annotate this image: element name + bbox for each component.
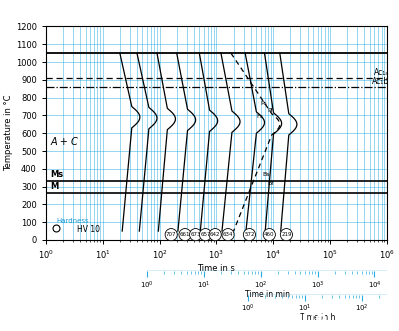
Text: Ac₁b: Ac₁b xyxy=(372,76,389,85)
Text: Time in h: Time in h xyxy=(300,313,335,322)
Text: Bs: Bs xyxy=(263,172,270,177)
Text: Time Temperature Transformation: Time Temperature Transformation xyxy=(34,307,365,326)
Text: A + C: A + C xyxy=(50,137,78,147)
Text: HV 10: HV 10 xyxy=(77,225,100,234)
Text: Bf: Bf xyxy=(268,181,274,186)
Text: Ps: Ps xyxy=(261,101,267,106)
Text: 10$^4$: 10$^4$ xyxy=(367,279,381,291)
Text: 10$^2$: 10$^2$ xyxy=(254,279,267,291)
Text: Pf: Pf xyxy=(268,108,274,113)
Text: 634: 634 xyxy=(223,232,233,237)
Y-axis label: Temperature in °C: Temperature in °C xyxy=(4,95,13,171)
Text: 10$^0$: 10$^0$ xyxy=(140,279,154,291)
Text: Hardness: Hardness xyxy=(56,218,89,224)
Text: Ac₁ₐ: Ac₁ₐ xyxy=(374,68,389,77)
Text: 10$^1$: 10$^1$ xyxy=(298,303,312,314)
Text: 219: 219 xyxy=(281,232,292,237)
Text: 642: 642 xyxy=(210,232,220,237)
Text: 572: 572 xyxy=(244,232,255,237)
Text: M: M xyxy=(50,182,59,191)
Text: 673: 673 xyxy=(190,232,201,237)
Text: Time in min: Time in min xyxy=(245,290,290,299)
Text: 707: 707 xyxy=(166,232,176,237)
X-axis label: Time in s: Time in s xyxy=(198,264,235,273)
Text: 10$^1$: 10$^1$ xyxy=(197,279,211,291)
Text: 10$^3$: 10$^3$ xyxy=(311,279,324,291)
Text: Ms: Ms xyxy=(50,170,63,179)
Text: 10$^2$: 10$^2$ xyxy=(355,303,369,314)
Text: 657: 657 xyxy=(200,232,211,237)
Text: 460: 460 xyxy=(264,232,275,237)
Text: 10$^0$: 10$^0$ xyxy=(241,303,255,314)
Text: 661: 661 xyxy=(180,232,190,237)
Text: Fs: Fs xyxy=(256,114,263,119)
